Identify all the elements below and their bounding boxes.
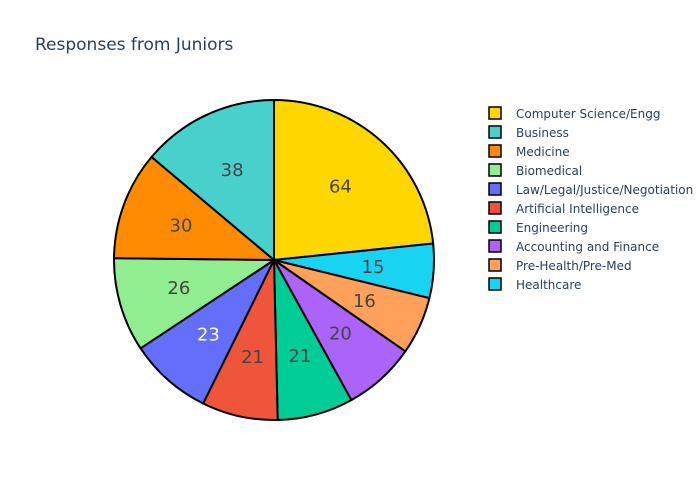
pie-slice-law-legal-justice-negotiation[interactable] bbox=[139, 259, 275, 405]
legend-swatch bbox=[488, 239, 502, 253]
pie-slice-value-label: 38 bbox=[221, 160, 244, 181]
pie-slice-value-label: 16 bbox=[353, 291, 376, 312]
chart-title: Responses from Juniors bbox=[35, 35, 234, 55]
legend-swatch bbox=[488, 144, 502, 158]
legend-item-engineering[interactable]: Engineering bbox=[488, 220, 588, 235]
legend-item-law-legal-justice-negotiation[interactable]: Law/Legal/Justice/Negotiation bbox=[488, 182, 693, 197]
legend-item-healthcare[interactable]: Healthcare bbox=[488, 277, 581, 292]
pie-slice-value-label: 21 bbox=[288, 346, 311, 367]
pie-slice-medicine[interactable] bbox=[113, 155, 275, 261]
legend-swatch bbox=[488, 201, 502, 215]
pie-slice-value-label: 15 bbox=[362, 257, 385, 278]
legend-swatch bbox=[488, 277, 502, 291]
legend: Computer Science/Engg Business Medicine Bio… bbox=[488, 106, 693, 292]
pie-slice-value-label: 20 bbox=[329, 324, 352, 345]
pie-slice-biomedical[interactable] bbox=[113, 257, 275, 350]
legend-item-artificial-intelligence[interactable]: Artificial Intelligence bbox=[488, 201, 639, 216]
pie-slice-value-label: 23 bbox=[197, 324, 220, 345]
legend-item-medicine[interactable]: Medicine bbox=[488, 144, 570, 159]
legend-swatch bbox=[488, 182, 502, 196]
legend-item-pre-health-pre-med[interactable]: Pre-Health/Pre-Med bbox=[488, 258, 632, 273]
pie-slice-value-label: 64 bbox=[329, 176, 352, 197]
legend-label: Engineering bbox=[516, 221, 588, 235]
legend-label: Computer Science/Engg bbox=[516, 107, 660, 121]
legend-item-accounting-and-finance[interactable]: Accounting and Finance bbox=[488, 239, 659, 254]
legend-swatch bbox=[488, 258, 502, 272]
legend-swatch bbox=[488, 125, 502, 139]
legend-swatch bbox=[488, 106, 502, 120]
legend-label: Accounting and Finance bbox=[516, 240, 659, 254]
legend-label: Business bbox=[516, 126, 569, 140]
legend-label: Artificial Intelligence bbox=[516, 202, 639, 216]
pie-slice-value-label: 30 bbox=[170, 215, 193, 236]
legend-label: Medicine bbox=[516, 145, 570, 159]
legend-item-biomedical[interactable]: Biomedical bbox=[488, 163, 582, 178]
legend-label: Law/Legal/Justice/Negotiation bbox=[516, 183, 693, 197]
legend-label: Healthcare bbox=[516, 278, 581, 292]
legend-swatch bbox=[488, 163, 502, 177]
legend-swatch bbox=[488, 220, 502, 234]
pie-slice-value-label: 26 bbox=[167, 278, 190, 299]
pie-slice-computer-science-engg[interactable] bbox=[273, 99, 435, 261]
pie-slice-value-label: 21 bbox=[241, 347, 264, 368]
pie-slice-business[interactable] bbox=[150, 99, 275, 261]
legend-label: Pre-Health/Pre-Med bbox=[516, 259, 632, 273]
pie-slices bbox=[113, 99, 435, 421]
legend-label: Biomedical bbox=[516, 164, 582, 178]
legend-item-computer-science-engg[interactable]: Computer Science/Engg bbox=[488, 106, 660, 121]
legend-item-business[interactable]: Business bbox=[488, 125, 569, 140]
